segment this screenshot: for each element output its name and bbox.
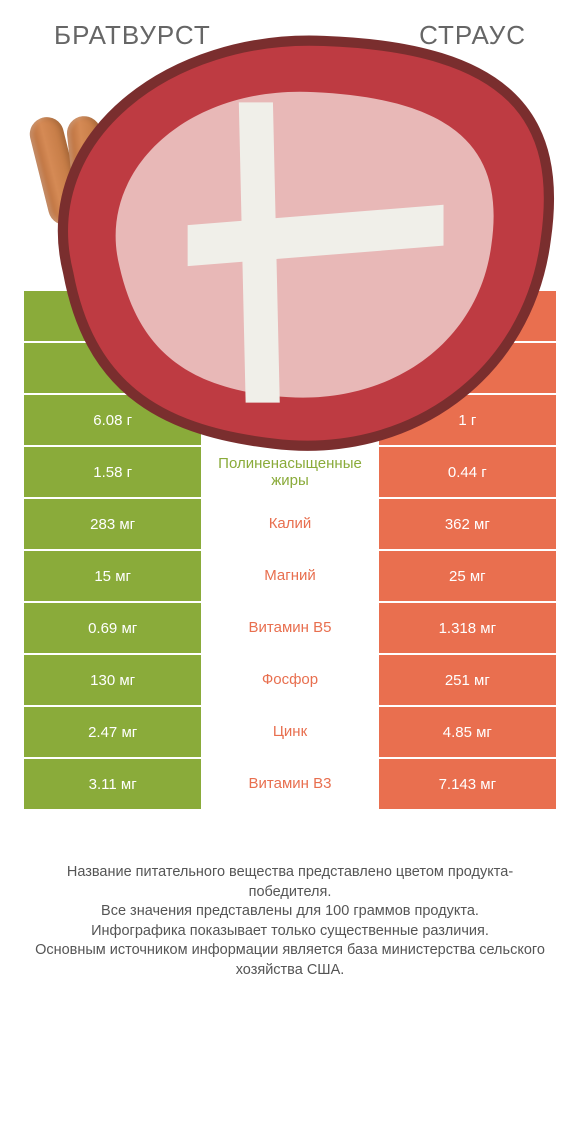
right-value: 7.143 мг — [379, 759, 556, 809]
right-value: 362 мг — [379, 499, 556, 549]
right-value: 4.85 мг — [379, 707, 556, 757]
table-row: 130 мгФосфор251 мг — [24, 655, 556, 707]
nutrient-label: Фосфор — [201, 655, 378, 705]
nutrient-label: Витамин B3 — [201, 759, 378, 809]
left-value: 283 мг — [24, 499, 201, 549]
steak-icon — [376, 91, 546, 251]
comparison-infographic: БРАТВУРСТ СТРАУС VS 848 мгНатрий80 м — [0, 0, 580, 1144]
left-value: 15 мг — [24, 551, 201, 601]
nutrient-label: Калий — [201, 499, 378, 549]
table-row: 3.11 мгВитамин B37.143 мг — [24, 759, 556, 811]
footnote-line: Инфографика показывает только существенн… — [28, 922, 552, 942]
left-value: 2.47 мг — [24, 707, 201, 757]
right-value: 25 мг — [379, 551, 556, 601]
table-row: 283 мгКалий362 мг — [24, 499, 556, 551]
table-row: 15 мгМагний25 мг — [24, 551, 556, 603]
footnote-line: Название питательного вещества представл… — [28, 863, 552, 902]
left-value: 3.11 мг — [24, 759, 201, 809]
footnote: Название питательного вещества представл… — [24, 863, 556, 980]
footnote-line: Все значения представлены для 100 граммо… — [28, 902, 552, 922]
footnote-line: Основным источником информации является … — [28, 941, 552, 980]
steak-svg — [0, 0, 580, 478]
right-value: 1.318 мг — [379, 603, 556, 653]
table-row: 2.47 мгЦинк4.85 мг — [24, 707, 556, 759]
right-value: 251 мг — [379, 655, 556, 705]
nutrient-label: Магний — [201, 551, 378, 601]
left-value: 130 мг — [24, 655, 201, 705]
left-value: 0.69 мг — [24, 603, 201, 653]
hero-row: VS — [24, 81, 556, 261]
nutrient-label: Цинк — [201, 707, 378, 757]
table-row: 0.69 мгВитамин B51.318 мг — [24, 603, 556, 655]
nutrient-label: Витамин B5 — [201, 603, 378, 653]
